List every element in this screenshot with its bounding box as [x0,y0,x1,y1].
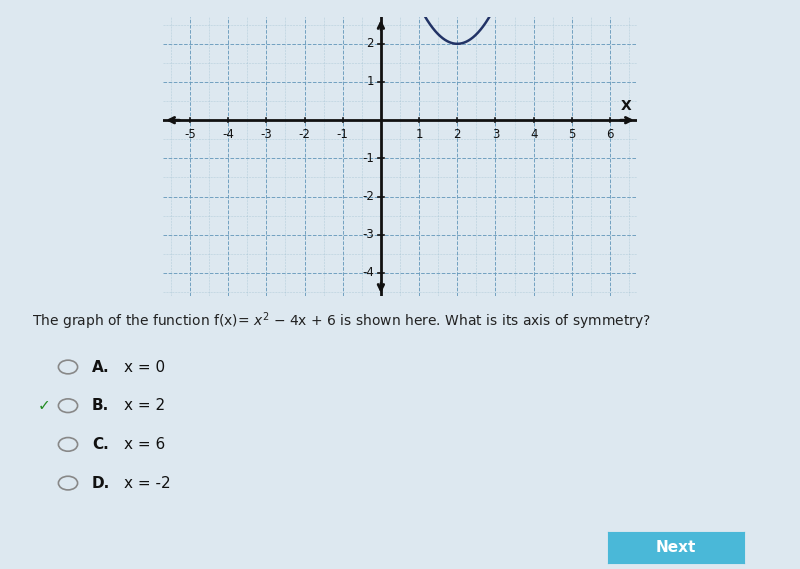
Text: 2: 2 [366,38,374,50]
Text: -2: -2 [298,128,310,141]
Text: -1: -1 [337,128,349,141]
Text: -3: -3 [362,228,374,241]
Text: x = 0: x = 0 [124,360,165,374]
Text: -1: -1 [362,152,374,165]
Text: x = 2: x = 2 [124,398,165,413]
Text: A.: A. [92,360,110,374]
Text: x = -2: x = -2 [124,476,170,490]
Text: -4: -4 [362,266,374,279]
Text: -5: -5 [184,128,196,141]
Text: 1: 1 [415,128,423,141]
Text: 1: 1 [366,76,374,89]
Text: D.: D. [92,476,110,490]
Text: -3: -3 [261,128,272,141]
Text: -4: -4 [222,128,234,141]
Text: -2: -2 [362,190,374,203]
Text: x = 6: x = 6 [124,437,166,452]
Text: B.: B. [92,398,110,413]
Text: X: X [620,98,631,113]
Text: C.: C. [92,437,109,452]
Text: 4: 4 [530,128,538,141]
Text: The graph of the function f(x)= $x^2$ − 4x + 6 is shown here. What is its axis o: The graph of the function f(x)= $x^2$ − … [32,310,650,332]
Text: 5: 5 [568,128,575,141]
Text: ✓: ✓ [38,398,50,413]
Text: 6: 6 [606,128,614,141]
Text: 2: 2 [454,128,461,141]
Text: 3: 3 [492,128,499,141]
Text: Next: Next [656,540,696,555]
